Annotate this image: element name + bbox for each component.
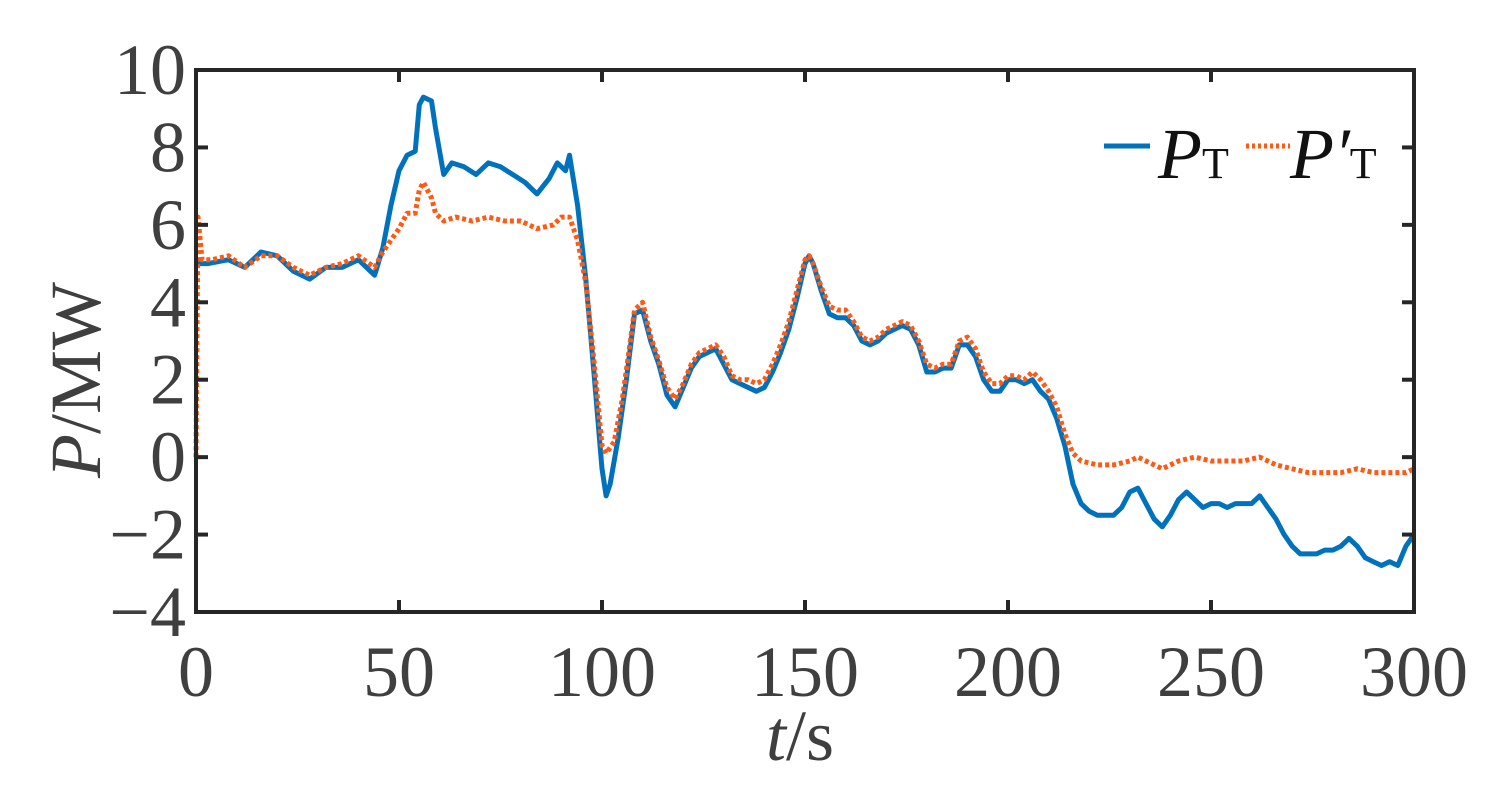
x-axis-label-variable: t	[766, 696, 788, 776]
x-axis-label-unit: /s	[786, 696, 834, 776]
x-tick-label: 200	[954, 632, 1062, 712]
x-tick-label: 0	[178, 632, 214, 712]
plot-area	[193, 94, 1417, 568]
y-tick-label: 4	[150, 262, 186, 342]
y-axis-label: P/MW	[36, 282, 116, 479]
y-tick-label: −2	[109, 495, 186, 575]
y-axis-label-unit: /MW	[36, 282, 116, 434]
legend-label-pt: PT	[1157, 114, 1229, 194]
y-tick-label: 0	[150, 417, 186, 497]
legend-label-ppt-sub: T	[1350, 139, 1377, 188]
y-axis-label-variable: P	[36, 434, 116, 479]
y-tick-label: 8	[150, 107, 186, 187]
legend-label-pt-sub: T	[1202, 139, 1229, 188]
series-line-pt-prime	[193, 179, 1416, 476]
series-line-pt	[196, 94, 1417, 568]
legend-label-ppt-main: P′	[1289, 114, 1351, 194]
legend-label-pt-main: P	[1157, 114, 1202, 194]
y-tick-label: −4	[109, 572, 186, 652]
legend-label-ppt: P′T	[1289, 114, 1377, 194]
legend: PT P′T	[1104, 114, 1377, 194]
x-tick-label: 50	[363, 632, 435, 712]
y-tick-label: 6	[150, 185, 186, 265]
x-tick-label: 300	[1360, 632, 1468, 712]
y-tick-label: 10	[114, 30, 186, 110]
x-tick-label: 150	[751, 632, 859, 712]
x-tick-label: 100	[548, 632, 656, 712]
x-tick-label: 250	[1157, 632, 1265, 712]
x-axis-label: t/s	[766, 696, 834, 776]
y-tick-label: 2	[150, 340, 186, 420]
